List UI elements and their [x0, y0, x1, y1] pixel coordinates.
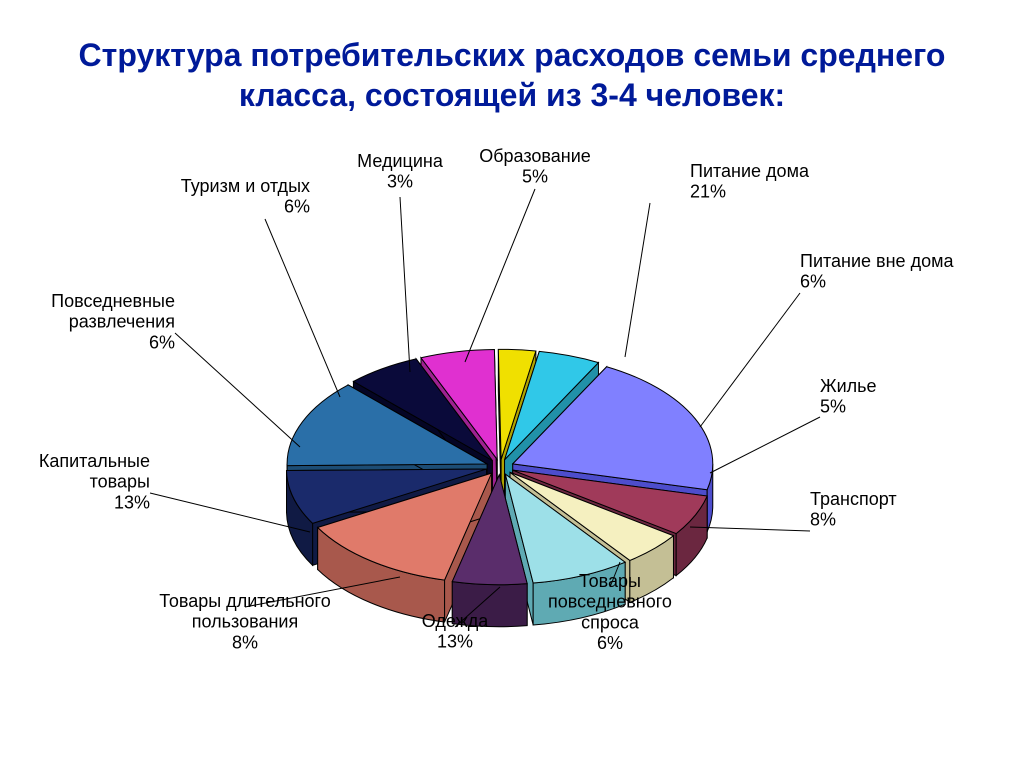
- pie-chart-svg: Питание дома21% Питание вне дома6% Жилье5%…: [0, 137, 1024, 737]
- leader-line: [175, 333, 300, 447]
- leader-line: [700, 293, 800, 427]
- leader-line: [710, 417, 820, 473]
- slice-label: Одежда13%: [422, 611, 489, 652]
- slice-label: Медицина3%: [357, 151, 444, 192]
- slice-label: Повседневныеразвлечения6%: [51, 291, 175, 352]
- slice-label: Туризм и отдых6%: [181, 176, 310, 217]
- slice-label: Транспорт8%: [810, 489, 897, 530]
- slice-label: Образование5%: [479, 146, 591, 187]
- slice-label: Жилье5%: [820, 376, 877, 417]
- slice-label: Питание дома21%: [690, 161, 810, 202]
- slice-label: Товары длительногопользования8%: [159, 591, 330, 652]
- leader-line: [625, 203, 650, 357]
- pie-chart: Питание дома21% Питание вне дома6% Жилье5%…: [0, 137, 1024, 737]
- leader-line: [150, 493, 310, 532]
- slice-label: Питание вне дома6%: [800, 251, 954, 292]
- slice-label: Капитальныетовары13%: [39, 451, 150, 512]
- leader-line: [465, 189, 535, 362]
- leader-line: [265, 219, 340, 397]
- leader-line: [400, 197, 410, 372]
- chart-title: Структура потребительских расходов семьи…: [0, 21, 1024, 115]
